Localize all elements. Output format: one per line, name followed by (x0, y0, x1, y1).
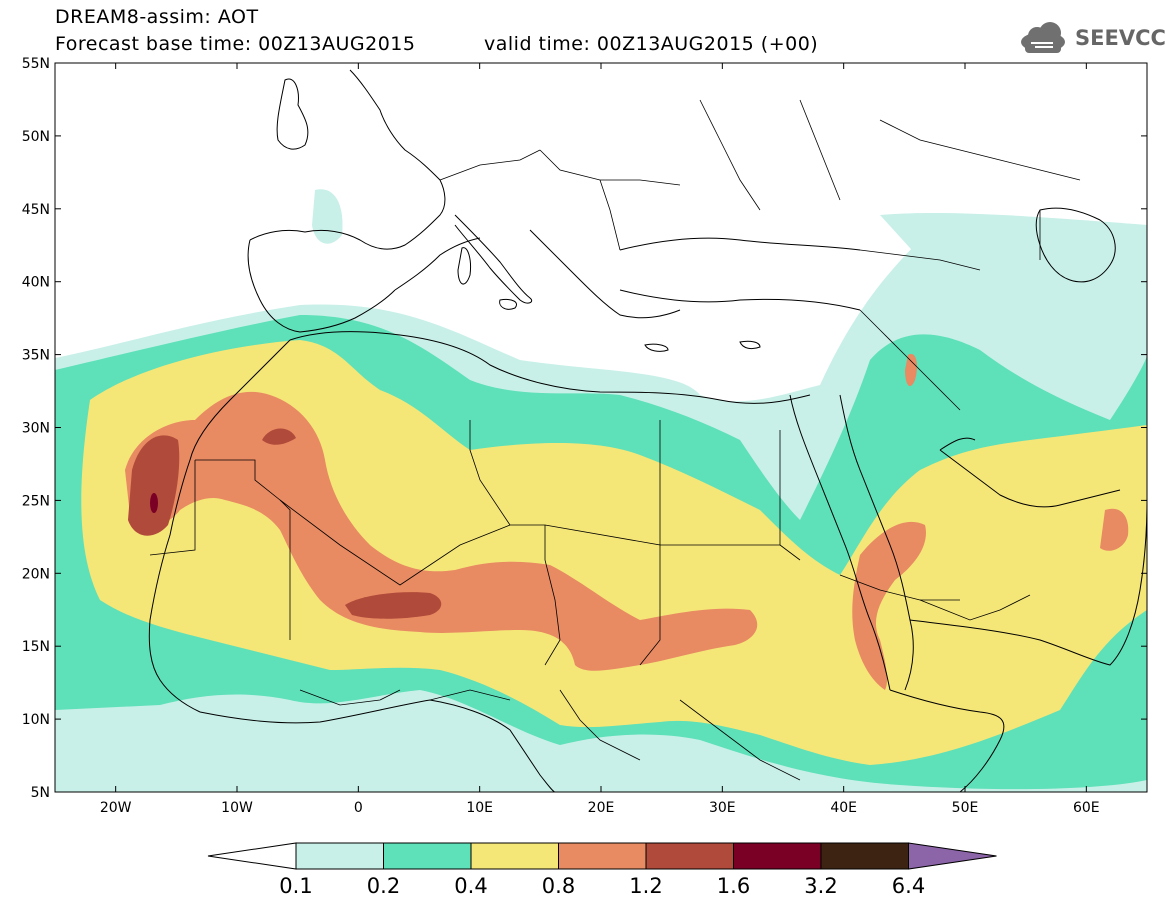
colorbar-label: 6.4 (892, 874, 925, 898)
lon-label: 20W (100, 800, 132, 816)
colorbar-segment (558, 842, 647, 870)
lat-label: 10N (22, 712, 50, 728)
colorbar: 0.1 0.2 0.4 0.8 1.2 1.6 3.2 6.4 (207, 842, 997, 898)
colorbar-segment (295, 842, 384, 870)
lat-label: 25N (22, 493, 50, 509)
colorbar-label: 0.4 (454, 874, 487, 898)
colorbar-segment (645, 842, 734, 870)
colorbar-segment (733, 842, 822, 870)
lat-label: 45N (22, 202, 50, 218)
lon-label: 20E (588, 800, 615, 816)
lon-label: 0 (354, 800, 363, 816)
colorbar-segment (470, 842, 559, 870)
colorbar-label: 0.2 (367, 874, 400, 898)
cloud-icon (1021, 22, 1065, 53)
latitude-axis: 55N 50N 45N 40N 35N 30N 25N 20N 15N 10N 5N (22, 56, 1147, 801)
colorbar-under-arrow (207, 842, 297, 870)
valid-time: valid time: 00Z13AUG2015 (+00) (484, 33, 819, 55)
lon-label: 40E (830, 800, 857, 816)
coastlines (148, 69, 1147, 792)
lat-label: 30N (22, 421, 50, 437)
lat-label: 55N (22, 56, 50, 72)
colorbar-segment (383, 842, 472, 870)
lat-label: 35N (22, 348, 50, 364)
country-borders (149, 99, 1081, 781)
seevccc-logo: SEEVCCC (1075, 26, 1165, 50)
lat-label: 20N (22, 566, 50, 582)
colorbar-segment (820, 842, 909, 870)
lon-label: 30E (709, 800, 736, 816)
aot-shading (55, 63, 1147, 792)
colorbar-over-arrow (908, 842, 997, 870)
lon-label: 10W (221, 800, 253, 816)
forecast-base-time: Forecast base time: 00Z13AUG2015 (55, 33, 416, 55)
lon-label: 50E (952, 800, 979, 816)
lat-label: 5N (31, 785, 50, 801)
longitude-axis: 20W 10W 0 10E 20E 30E 40E 50E 60E (100, 63, 1100, 816)
lat-label: 15N (22, 639, 50, 655)
colorbar-label: 1.2 (629, 874, 662, 898)
lat-label: 50N (22, 129, 50, 145)
lon-label: 60E (1073, 800, 1100, 816)
colorbar-label: 0.1 (279, 874, 312, 898)
map-title: DREAM8-assim: AOT (55, 6, 259, 28)
lon-label: 10E (466, 800, 493, 816)
colorbar-label: 0.8 (542, 874, 575, 898)
colorbar-label: 3.2 (804, 874, 837, 898)
colorbar-label: 1.6 (717, 874, 750, 898)
lat-label: 40N (22, 275, 50, 291)
